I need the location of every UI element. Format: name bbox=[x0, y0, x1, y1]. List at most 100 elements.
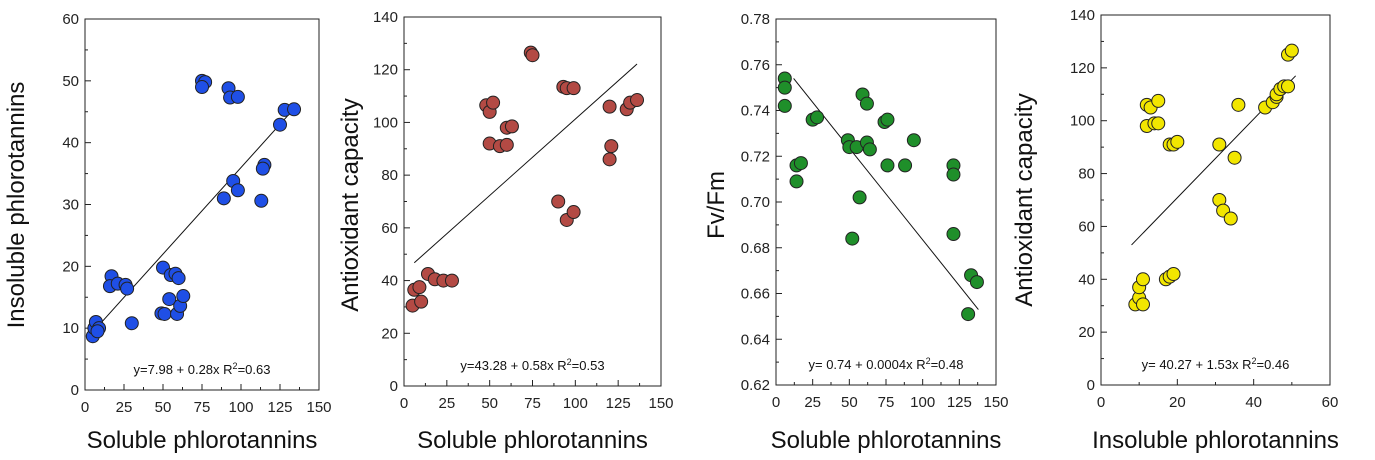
x-axis-title: Insoluble phlorotannins bbox=[1092, 427, 1339, 454]
x-tick-label: 150 bbox=[648, 395, 673, 412]
y-tick-label: 0.72 bbox=[741, 148, 770, 165]
x-tick-label: 100 bbox=[228, 399, 253, 416]
x-tick-label: 150 bbox=[983, 394, 1008, 411]
y-tick-label: 140 bbox=[1070, 7, 1095, 24]
y-tick-label: 100 bbox=[373, 114, 398, 131]
x-tick-label: 0 bbox=[1097, 394, 1105, 411]
y-tick-label: 100 bbox=[1070, 113, 1095, 130]
data-point bbox=[859, 96, 874, 111]
data-point bbox=[777, 98, 792, 113]
regression-equation: y=7.98 + 0.28x R2=0.63 bbox=[134, 361, 271, 377]
data-point bbox=[969, 275, 984, 290]
data-point bbox=[630, 93, 645, 108]
x-tick-label: 125 bbox=[267, 399, 292, 416]
y-tick-label: 40 bbox=[1078, 271, 1095, 288]
data-point bbox=[230, 183, 245, 198]
y-axis-title: Insoluble phlorotannins bbox=[3, 82, 30, 329]
y-tick-label: 50 bbox=[62, 73, 79, 90]
x-tick-label: 60 bbox=[1322, 394, 1339, 411]
plot-frame bbox=[775, 18, 997, 386]
data-point bbox=[602, 99, 617, 114]
equation-text: y= 0.74 + 0.0004x bbox=[808, 357, 916, 372]
regression-equation: y= 40.27 + 1.53x R2=0.46 bbox=[1142, 356, 1290, 372]
y-tick-label: 30 bbox=[62, 197, 79, 214]
x-tick-label: 0 bbox=[400, 395, 408, 412]
data-point bbox=[880, 112, 895, 127]
y-tick-label: 0.78 bbox=[741, 11, 770, 28]
regression-line bbox=[413, 63, 638, 264]
y-tick-label: 20 bbox=[381, 325, 398, 342]
data-point bbox=[273, 117, 287, 132]
regression-equation: y= 0.74 + 0.0004x R2=0.48 bbox=[808, 356, 963, 372]
y-tick-label: 120 bbox=[373, 62, 398, 79]
r2-value: =0.63 bbox=[238, 362, 271, 377]
y-tick-label: 0.64 bbox=[741, 331, 770, 348]
regression-line bbox=[793, 78, 979, 310]
data-point bbox=[171, 271, 186, 286]
data-point bbox=[898, 158, 913, 173]
x-tick-label: 40 bbox=[1245, 394, 1262, 411]
y-tick-label: 0 bbox=[390, 378, 398, 395]
y-tick-label: 0.70 bbox=[741, 194, 770, 211]
y-tick-label: 60 bbox=[381, 220, 398, 237]
data-point bbox=[845, 231, 860, 246]
x-tick-label: 25 bbox=[804, 394, 821, 411]
x-tick-label: 100 bbox=[910, 394, 935, 411]
x-tick-label: 50 bbox=[481, 395, 498, 412]
y-tick-label: 0.76 bbox=[741, 57, 770, 74]
y-tick-label: 10 bbox=[62, 320, 79, 337]
data-point bbox=[604, 139, 619, 154]
data-point bbox=[90, 324, 105, 339]
equation-text: y=7.98 + 0.28x bbox=[134, 362, 224, 377]
r2-superscript: 2 bbox=[1251, 356, 1256, 366]
data-point bbox=[124, 316, 139, 331]
scatter-panel-1: 0 10 20 30 40 50 60 0 25 50 75 100 125 150 Soluble phl… bbox=[3, 11, 332, 454]
equation-text: y= 40.27 + 1.53x bbox=[1142, 357, 1242, 372]
data-point bbox=[1223, 211, 1238, 226]
r2-value: =0.53 bbox=[572, 358, 605, 373]
data-point bbox=[287, 102, 302, 117]
data-point bbox=[810, 110, 825, 125]
r2-superscript: 2 bbox=[233, 361, 238, 371]
y-tick-label: 40 bbox=[381, 273, 398, 290]
y-tick-label: 20 bbox=[1078, 324, 1095, 341]
r2-superscript: 2 bbox=[567, 357, 572, 367]
data-point bbox=[1151, 116, 1166, 131]
data-point bbox=[777, 80, 792, 95]
y-tick-label: 0 bbox=[1087, 377, 1095, 394]
data-point bbox=[880, 158, 895, 173]
x-axis-title: Soluble phlorotannins bbox=[87, 427, 318, 454]
y-tick-label: 120 bbox=[1070, 60, 1095, 77]
x-tick-label: 0 bbox=[772, 394, 780, 411]
data-point bbox=[499, 137, 514, 152]
data-point bbox=[551, 194, 566, 209]
y-tick-label: 0.74 bbox=[741, 103, 770, 120]
x-tick-label: 20 bbox=[1169, 394, 1186, 411]
data-point bbox=[961, 307, 976, 322]
data-point bbox=[412, 280, 427, 295]
x-tick-label: 75 bbox=[194, 399, 211, 416]
scatter-panel-3: 0.62 0.64 0.66 0.68 0.70 0.72 0.74 0.76 0.78 0 25 5… bbox=[703, 11, 1009, 454]
data-point bbox=[230, 89, 245, 104]
r2-label: R bbox=[916, 357, 925, 372]
data-point bbox=[255, 161, 270, 176]
data-point bbox=[793, 156, 808, 171]
y-tick-label: 140 bbox=[373, 9, 398, 26]
data-point bbox=[176, 289, 191, 304]
scatter-panel-2: 0 20 40 60 80 100 120 140 0 25 50 75 100 125 150Solubl… bbox=[337, 9, 674, 454]
data-point bbox=[1212, 137, 1227, 152]
y-tick-label: 0.68 bbox=[741, 240, 770, 257]
r2-value: =0.48 bbox=[931, 357, 964, 372]
data-point bbox=[1231, 97, 1246, 112]
data-point bbox=[1151, 93, 1166, 108]
data-point bbox=[852, 190, 867, 205]
data-point bbox=[504, 119, 519, 134]
plot-frame bbox=[403, 16, 662, 387]
data-point bbox=[862, 142, 877, 157]
r2-label: R bbox=[557, 358, 566, 373]
data-point bbox=[566, 81, 581, 96]
scatter-panel-4: 0 20 40 60 80 100 120 140 0 20 40 60 Insoluble phlor… bbox=[1011, 7, 1339, 454]
y-tick-label: 0 bbox=[71, 382, 79, 399]
data-point bbox=[1281, 79, 1296, 94]
